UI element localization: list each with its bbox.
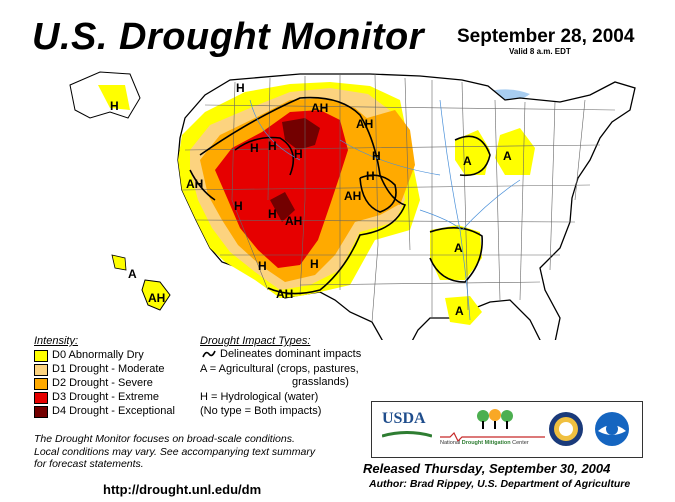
commerce-seal-icon [549,412,583,446]
note-line: The Drought Monitor focuses on broad-sca… [34,433,295,445]
label-mi-a: A [503,149,512,163]
impact-heading: Drought Impact Types: [200,335,311,347]
label-ne-ah: AH [344,189,361,203]
tree-icon [477,409,513,429]
usda-text: USDA [382,410,426,427]
impact-both: (No type = Both impacts) [200,405,322,417]
usda-swoosh-icon [381,431,433,438]
usda-logo: USDA [381,410,433,446]
ndmc-text: National Drought Mitigation Center [440,440,529,446]
rivers [249,99,521,321]
logos-box: USDA National Drought Mitigation Center [371,401,643,458]
label-alaska: H [110,99,119,113]
legend-label: D4 Drought - Exceptional [52,405,175,417]
intensity-heading: Intensity: [34,335,79,347]
ndmc-drought: Drought Mitigation [461,440,511,446]
impact-hydrological: H = Hydrological (water) [200,391,319,403]
legend-label: D3 Drought - Extreme [52,391,159,403]
impact-agricultural: A = Agricultural (crops, pastures, [200,363,359,375]
label-nm-h: H [310,257,319,271]
author: Author: Brad Rippey, U.S. Department of … [369,478,631,490]
impact-agricultural-cont: grasslands) [292,376,349,388]
state-borders [181,73,616,323]
ndmc-national: National [440,440,461,446]
wave-icon [440,432,545,442]
label-mt-nw: H [236,81,245,95]
impact-labels: H H AH AH H AH H H H H H AH H AH H H AH … [110,81,512,318]
page-title: U.S. Drought Monitor [32,16,425,58]
swatch-d4 [34,406,48,418]
label-nv-h: H [234,199,243,213]
label-wi-a: A [463,154,472,168]
impact-legend: Drought Impact Types: Delineates dominan… [200,335,370,425]
label-wy-h2: H [294,147,303,161]
label-co-ah: AH [285,214,302,228]
label-az-h: H [258,259,267,273]
impact-lines [189,96,491,295]
swatch-d2 [34,378,48,390]
release-date: Released Thursday, September 30, 2004 [363,461,611,476]
intensity-legend: Intensity: D0 Abnormally Dry D1 Drought … [34,335,175,418]
legend-label: D0 Abnormally Dry [52,349,144,361]
website-link[interactable]: http://drought.unl.edu/dm [103,482,262,497]
legend-label: D1 Drought - Moderate [52,363,165,375]
swatch-d0 [34,350,48,362]
ndmc-center: Center [512,440,529,446]
label-ar-a: A [454,241,463,255]
valid-time: Valid 8 a.m. EDT [509,47,571,56]
drought-areas [69,71,535,325]
note-line: for forecast statements. [34,458,144,470]
label-dakota-h: H [372,149,381,163]
legend-label: D2 Drought - Severe [52,377,153,389]
map-date: September 28, 2004 [457,26,635,47]
impact-delineates: Delineates dominant impacts [220,348,362,360]
note-line: Local conditions may vary. See accompany… [34,445,316,458]
label-ne-h: H [366,169,375,183]
label-hawaii-ah: AH [148,291,165,305]
label-dakota-ah: AH [356,117,373,131]
ndmc-logo: National Drought Mitigation Center [440,408,545,450]
label-ca-ah: AH [186,177,203,191]
note-text: The Drought Monitor focuses on broad-sca… [34,433,315,471]
label-wy-h1: H [268,139,277,153]
swatch-d3 [34,392,48,404]
label-sw-ah: AH [276,287,293,301]
drought-map: H H AH AH H AH H H H H H AH H AH H H AH … [69,71,636,340]
label-id-h: H [250,141,259,155]
swatch-d1 [34,364,48,376]
label-mt-ne: AH [311,101,328,115]
noaa-logo-icon [595,412,629,446]
label-la-a: A [455,304,464,318]
label-ut-h: H [268,207,277,221]
label-hawaii-a: A [128,267,137,281]
impact-line-icon [202,350,216,358]
